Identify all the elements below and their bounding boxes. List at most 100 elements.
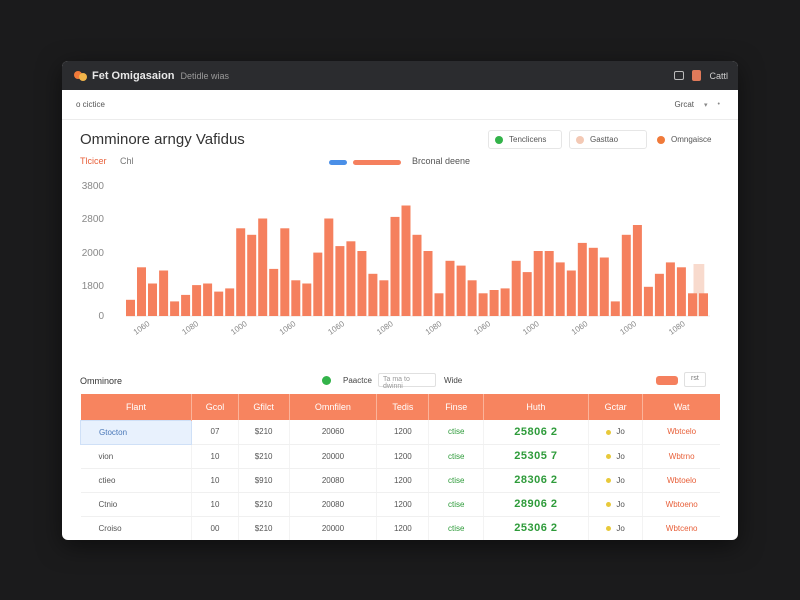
bar[interactable] <box>500 288 510 316</box>
bar[interactable] <box>665 262 675 316</box>
bar[interactable] <box>137 267 146 317</box>
column-header[interactable]: Gctar <box>588 394 644 420</box>
toolbar: o cictice Grcat ▾ • <box>62 90 738 120</box>
bar[interactable] <box>236 228 246 317</box>
column-header[interactable]: Wat <box>642 394 720 420</box>
column-header[interactable]: Gfilct <box>238 394 290 420</box>
bar[interactable] <box>467 280 477 317</box>
bar[interactable] <box>181 294 191 316</box>
bar[interactable] <box>280 228 290 317</box>
bar[interactable] <box>610 301 620 316</box>
filter-label: Paactce <box>343 376 372 385</box>
bar[interactable] <box>599 257 609 317</box>
status-dot-icon <box>606 501 612 507</box>
avatar[interactable] <box>692 70 702 81</box>
bar[interactable] <box>401 205 411 317</box>
bar[interactable] <box>654 273 664 317</box>
table-cell: 1200 <box>376 492 430 517</box>
y-tick-label: 2800 <box>82 214 105 225</box>
table-cell: Jo <box>588 420 644 445</box>
bar[interactable] <box>368 273 378 317</box>
column-header[interactable]: Omnfilen <box>289 394 378 420</box>
bar[interactable] <box>390 216 400 316</box>
column-header[interactable]: Flant <box>80 394 193 420</box>
bar[interactable] <box>566 270 576 317</box>
bar[interactable] <box>456 265 466 316</box>
bar[interactable] <box>555 262 565 316</box>
column-header[interactable]: Gcol <box>191 394 239 420</box>
table-cell: Croiso <box>80 516 193 540</box>
table-cell: Jo <box>588 516 644 540</box>
column-header[interactable]: Tedis <box>376 394 430 420</box>
table-row[interactable]: Croiso 00 $210 20000 1200 ctise 25306 2 Jo Wbtce… <box>80 516 720 540</box>
table-row[interactable]: Gtocton 07 $210 20060 1200 ctise 25806 2 Jo Wbtc… <box>79 419 720 445</box>
page-title: Omminore arngy Vafidus <box>80 131 245 148</box>
highlighted-bar[interactable] <box>693 264 705 316</box>
status-dot-icon <box>606 429 612 435</box>
bar[interactable] <box>699 293 708 317</box>
bar[interactable] <box>357 251 367 316</box>
breadcrumb[interactable]: o cictice <box>76 100 105 109</box>
view-toggle[interactable] <box>656 376 678 385</box>
bar[interactable] <box>148 283 157 317</box>
table-cell: ctise <box>428 492 484 517</box>
bar[interactable] <box>544 251 554 316</box>
window-icon[interactable] <box>674 71 685 80</box>
table-cell: Wbtoeno <box>642 492 720 517</box>
bar[interactable] <box>302 283 312 317</box>
bar[interactable] <box>434 293 444 317</box>
bar[interactable] <box>522 272 532 316</box>
app-window: Fet Omigasaion Detidle wias Cattl o cict… <box>62 61 738 540</box>
filter-input[interactable]: Ta ma to dwinni <box>378 373 436 390</box>
bar[interactable] <box>379 280 389 317</box>
bar[interactable] <box>533 251 543 316</box>
table-row[interactable]: ctieo 10 $910 20080 1200 ctise 28306 2 Jo Wbtoel… <box>80 468 720 493</box>
bar[interactable] <box>676 267 686 317</box>
bar[interactable] <box>412 234 422 317</box>
view-toggle-label[interactable]: rst <box>684 372 706 387</box>
bar[interactable] <box>511 260 521 317</box>
x-tick-label: 1080 <box>667 319 687 337</box>
bar[interactable] <box>203 283 213 317</box>
sort-label[interactable]: Grcat <box>674 100 695 109</box>
bar[interactable] <box>126 299 135 317</box>
bar[interactable] <box>335 246 345 316</box>
bar[interactable] <box>291 280 301 317</box>
more-icon[interactable]: • <box>717 101 720 108</box>
bar[interactable] <box>214 291 224 316</box>
bar[interactable] <box>423 251 433 316</box>
user-name[interactable]: Cattl <box>709 70 728 81</box>
table-row[interactable]: vion 10 $210 20000 1200 ctise 25305 7 Jo Wbtrno <box>80 444 720 469</box>
table-cell: 10 <box>191 492 239 517</box>
bar[interactable] <box>170 301 180 316</box>
column-header[interactable]: Finse <box>428 394 484 420</box>
bar[interactable] <box>489 290 499 316</box>
bar[interactable] <box>621 234 631 317</box>
bar[interactable] <box>688 293 697 317</box>
bar[interactable] <box>159 270 169 317</box>
bar[interactable] <box>577 242 587 316</box>
column-header[interactable]: Huth <box>483 394 589 420</box>
filter-chip-3[interactable]: Omngaisce <box>651 130 721 149</box>
bar[interactable] <box>445 260 455 317</box>
bar[interactable] <box>588 247 598 317</box>
table-row[interactable]: Ctnio 10 $210 20080 1200 ctise 28906 2 Jo Wbtoen… <box>80 492 720 517</box>
bar[interactable] <box>313 252 323 316</box>
y-tick-label: 2000 <box>82 248 105 259</box>
filter-tag[interactable]: Wide <box>444 376 463 385</box>
bar[interactable] <box>258 218 268 317</box>
bar[interactable] <box>324 218 334 317</box>
bar[interactable] <box>346 241 356 317</box>
bar[interactable] <box>269 268 279 316</box>
bar[interactable] <box>225 288 235 316</box>
bar[interactable] <box>632 225 642 316</box>
bar[interactable] <box>643 286 653 317</box>
chevron-down-icon[interactable]: ▾ <box>704 101 708 109</box>
bar[interactable] <box>478 293 488 317</box>
filter-chip-2[interactable]: Gasttao <box>569 130 647 149</box>
filter-chip-1[interactable]: Tenclicens <box>488 130 562 149</box>
x-tick-label: 1080 <box>424 319 444 337</box>
table-cell: 10 <box>191 468 239 493</box>
bar[interactable] <box>247 234 257 317</box>
bar[interactable] <box>192 285 202 316</box>
